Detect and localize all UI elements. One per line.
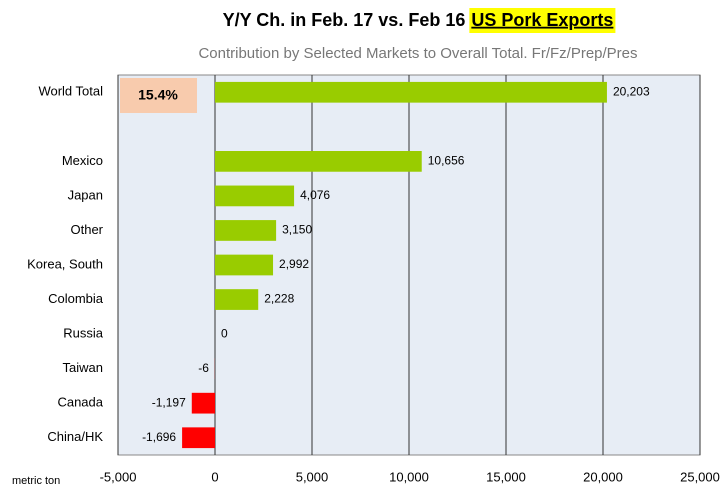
x-tick-label: -5,000 [100,469,137,484]
bar [215,254,274,276]
bar [215,185,295,207]
y-tick-label: Japan [68,187,103,202]
title-highlight-box [469,8,616,33]
chart-title-highlight: US Pork Exports [471,10,613,30]
y-tick-label: China/HK [47,429,103,444]
value-label: 2,228 [264,292,294,306]
y-tick-label: Taiwan [63,360,103,375]
x-tick-label: 5,000 [296,469,329,484]
value-label: 20,203 [613,84,650,98]
value-label: 4,076 [300,188,330,202]
annotation: 15.4% [138,87,178,103]
x-tick-label: 25,000 [680,469,720,484]
x-tick-label: 20,000 [583,469,623,484]
y-tick-label: World Total [38,84,103,99]
value-label: 3,150 [282,223,312,237]
value-label: -1,197 [152,395,186,409]
bar [215,151,422,172]
bar [215,220,277,241]
chart-subtitle: Contribution by Selected Markets to Over… [198,45,637,62]
value-label: 10,656 [428,154,465,168]
x-tick-label: 0 [211,469,218,484]
y-tick-label: Korea, South [27,256,103,271]
value-label: 0 [221,326,228,340]
bar [191,392,215,414]
value-label: -6 [198,361,209,375]
x-axis-label: metric ton [12,475,60,487]
y-tick-label: Other [70,222,103,237]
value-label: -1,696 [142,430,176,444]
value-label: 2,992 [279,257,309,271]
y-tick-label: Russia [63,326,104,341]
chart-title: Y/Y Ch. in Feb. 17 vs. Feb 16 [223,10,466,30]
y-tick-label: Colombia [48,291,104,306]
y-tick-label: Mexico [62,153,103,168]
x-tick-label: 10,000 [389,469,429,484]
x-tick-label: 15,000 [486,469,526,484]
y-tick-label: Canada [57,395,103,410]
bar [182,427,215,449]
annotation-box [120,78,197,113]
bar [215,289,259,310]
bar [215,81,607,103]
